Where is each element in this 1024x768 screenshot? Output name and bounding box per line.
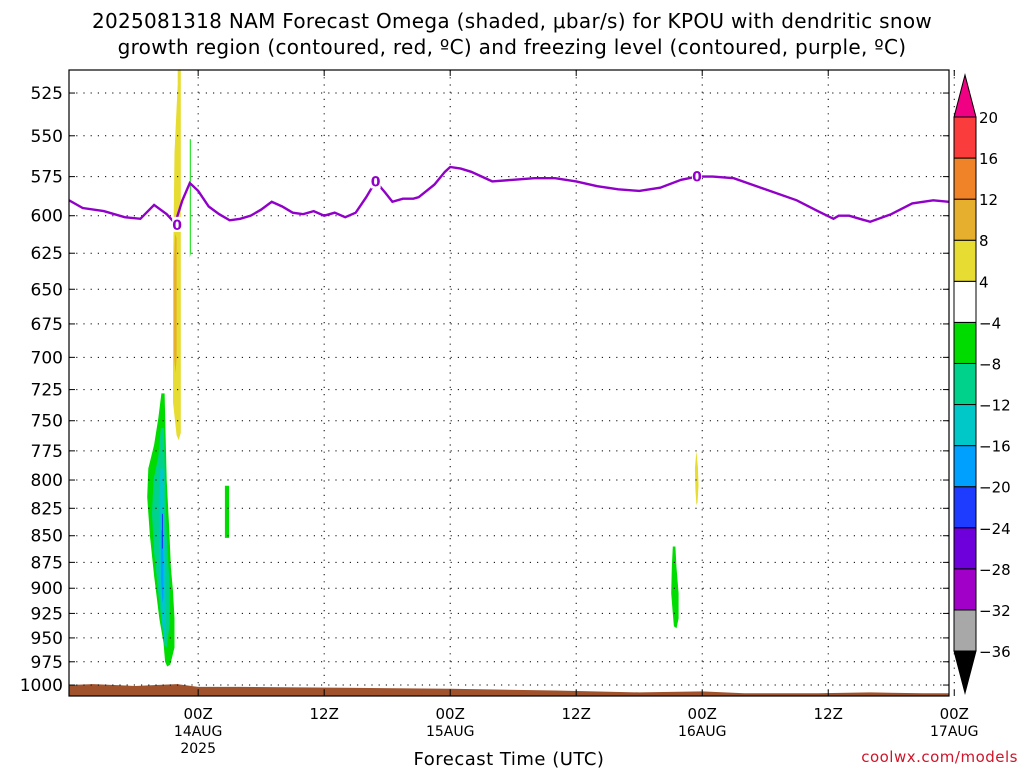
y-tick-label: 925 <box>31 604 63 624</box>
colorbar-bin <box>953 609 977 652</box>
omega-region-9 <box>161 513 163 549</box>
ground-surface <box>69 684 949 696</box>
x-tick-date: 15AUG <box>426 724 475 740</box>
colorbar-bin <box>953 321 977 364</box>
colorbar-label: −28 <box>979 561 1011 579</box>
y-tick-label: 525 <box>31 84 63 104</box>
x-tick-date: 17AUG <box>930 724 979 740</box>
y-tick-label: 900 <box>31 579 63 599</box>
colorbar-bin <box>953 362 977 406</box>
y-tick-label: 950 <box>31 629 63 649</box>
y-tick-label: 675 <box>31 315 63 335</box>
colorbar-label: −16 <box>979 438 1011 456</box>
colorbar-bin <box>953 486 977 529</box>
x-tick-label: 00Z <box>183 705 212 723</box>
y-tick-label: 975 <box>31 653 63 673</box>
y-tick-label: 875 <box>31 553 63 573</box>
chart-title-line-2: growth region (contoured, red, ºC) and f… <box>117 35 907 59</box>
y-tick-label: 700 <box>31 348 63 368</box>
colorbar-bin <box>953 568 977 611</box>
colorbar-bin <box>953 198 977 241</box>
y-tick-label: 725 <box>31 381 63 401</box>
chart-title: 2025081318 NAM Forecast Omega (shaded, μ… <box>0 8 1024 60</box>
freezing-level-label-bg <box>370 173 381 189</box>
omega-region-1 <box>174 233 177 373</box>
x-tick-label: 12Z <box>309 705 338 723</box>
x-tick-label: 00Z <box>688 705 717 723</box>
y-tick-label: 825 <box>31 499 63 519</box>
colorbar-label: 20 <box>979 109 998 127</box>
x-tick-label: 00Z <box>940 705 969 723</box>
colorbar-bin <box>953 116 977 159</box>
colorbar-bin <box>953 404 977 447</box>
credit-link[interactable]: coolwx.com/models <box>861 748 1018 766</box>
colorbar-label: −32 <box>979 602 1011 620</box>
freezing-level-label: 0 <box>172 218 182 234</box>
colorbar-label: 8 <box>979 232 989 250</box>
omega-region-10 <box>674 578 677 604</box>
colorbar-label: 12 <box>979 191 998 209</box>
y-tick-label: 750 <box>31 412 63 432</box>
y-tick-label: 1000 <box>20 676 63 696</box>
omega-region-2 <box>189 139 191 258</box>
y-tick-label: 550 <box>31 127 63 147</box>
y-tick-label: 625 <box>31 244 63 264</box>
freezing-level-label: 0 <box>371 174 381 190</box>
colorbar-bin <box>953 157 977 200</box>
colorbar-bin <box>953 239 977 282</box>
x-axis-title: Forecast Time (UTC) <box>414 749 605 768</box>
colorbar-label: −4 <box>979 314 1001 332</box>
y-tick-label: 800 <box>31 471 63 491</box>
freezing-level-label: 0 <box>692 170 702 186</box>
y-tick-label: 600 <box>31 207 63 227</box>
colorbar-label: 16 <box>979 150 998 168</box>
colorbar-label: −20 <box>979 479 1011 497</box>
colorbar-min-triangle <box>953 650 977 695</box>
omega-region-11 <box>694 450 699 505</box>
colorbar-label: −24 <box>979 520 1011 538</box>
omega-region-0 <box>173 70 181 441</box>
omega-region-4 <box>224 485 230 538</box>
x-tick-date: 14AUG <box>174 724 223 740</box>
x-tick-label: 00Z <box>436 705 465 723</box>
colorbar-bin <box>953 280 977 323</box>
chart-title-line-1: 2025081318 NAM Forecast Omega (shaded, μ… <box>91 9 933 33</box>
x-tick-label: 12Z <box>562 705 591 723</box>
colorbar-max-triangle <box>953 73 977 118</box>
freezing-level-line <box>69 165 949 226</box>
colorbar-label: −12 <box>979 397 1011 415</box>
y-tick-label: 650 <box>31 280 63 300</box>
y-tick-label: 850 <box>31 527 63 547</box>
y-tick-label: 575 <box>31 168 63 188</box>
colorbar-label: 4 <box>979 273 989 291</box>
colorbar-bin <box>953 527 977 570</box>
x-tick-date: 16AUG <box>678 724 727 740</box>
x-tick-label: 12Z <box>814 705 843 723</box>
freezing-level-label-bg <box>691 168 702 184</box>
x-tick-year: 2025 <box>180 741 216 757</box>
freezing-level-label-bg <box>172 216 183 232</box>
colorbar-label: −8 <box>979 355 1001 373</box>
colorbar-label: −36 <box>979 643 1011 661</box>
y-tick-label: 775 <box>31 442 63 462</box>
colorbar-bin <box>953 445 977 488</box>
plot-frame <box>68 69 950 697</box>
